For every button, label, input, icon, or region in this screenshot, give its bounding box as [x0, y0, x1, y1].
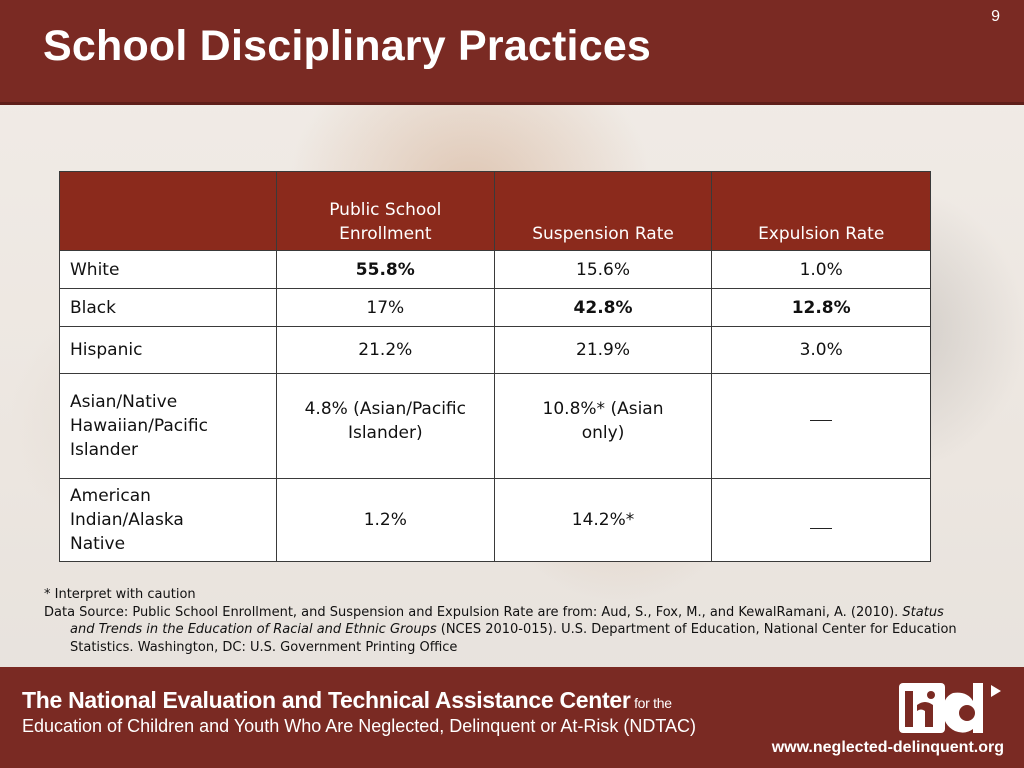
expulsion-cell: 1.0% [711, 250, 931, 289]
table-row: Asian/Native Hawaiian/Pacific Islander 4… [59, 373, 931, 479]
group-cell: Hispanic [59, 326, 277, 374]
source-suffix: (NCES 2010-015). U.S. Department of Educ… [70, 622, 957, 655]
footnotes: * Interpret with caution Data Source: Pu… [44, 586, 964, 656]
expulsion-cell [711, 373, 931, 479]
suspension-cell: 42.8% [493, 288, 713, 327]
group-cell: Asian/Native Hawaiian/Pacific Islander [59, 373, 277, 479]
footer-org-name: The National Evaluation and Technical As… [22, 687, 672, 714]
footer-banner: The National Evaluation and Technical As… [0, 667, 1024, 768]
expulsion-cell: 12.8% [711, 288, 931, 327]
data-source-note: Data Source: Public School Enrollment, a… [44, 604, 964, 657]
enrollment-cell: 1.2% [275, 478, 495, 562]
column-header [59, 171, 277, 251]
suspension-cell: 10.8%* (Asian only) [493, 373, 713, 479]
suspension-cell: 14.2%* [493, 478, 713, 562]
table-header-row: Public School Enrollment Suspension Rate… [59, 171, 931, 251]
source-prefix: Data Source: Public School Enrollment, a… [44, 604, 903, 620]
footer-org-small: for the [630, 695, 672, 711]
enrollment-cell: 4.8% (Asian/Pacific Islander) [275, 373, 495, 479]
table-row: Hispanic 21.2% 21.9% 3.0% [59, 326, 931, 374]
group-cell: White [59, 250, 277, 289]
slide-header: School Disciplinary Practices 9 [0, 0, 1024, 105]
not-available-dash [810, 528, 833, 529]
enrollment-cell: 21.2% [275, 326, 495, 374]
footer-org-subtitle: Education of Children and Youth Who Are … [22, 716, 697, 736]
enrollment-cell: 17% [275, 288, 495, 327]
expulsion-cell [711, 478, 931, 562]
enrollment-cell: 55.8% [275, 250, 495, 289]
caution-note: * Interpret with caution [44, 587, 196, 602]
table-row: White 55.8% 15.6% 1.0% [59, 250, 931, 289]
table-row: Black 17% 42.8% 12.8% [59, 288, 931, 327]
suspension-cell: 15.6% [493, 250, 713, 289]
column-header: Public School Enrollment [275, 171, 495, 251]
expulsion-cell: 3.0% [711, 326, 931, 374]
group-cell: Black [59, 288, 277, 327]
column-header: Expulsion Rate [711, 171, 931, 251]
source-title: Status and Trends in the Education of Ra… [70, 604, 944, 638]
slide-title: School Disciplinary Practices [43, 22, 652, 70]
table-row: American Indian/Alaska Native 1.2% 14.2%… [59, 478, 931, 562]
website-url[interactable]: www.neglected-delinquent.org [771, 739, 1004, 756]
column-header: Suspension Rate [493, 171, 713, 251]
page-number: 9 [991, 8, 1000, 25]
not-available-dash [810, 420, 833, 421]
discipline-table: Public School Enrollment Suspension Rate… [59, 171, 931, 562]
group-cell: American Indian/Alaska Native [59, 478, 277, 562]
footer-org-main: The National Evaluation and Technical As… [22, 687, 631, 713]
suspension-cell: 21.9% [493, 326, 713, 374]
nd-logo-icon [899, 683, 1001, 733]
